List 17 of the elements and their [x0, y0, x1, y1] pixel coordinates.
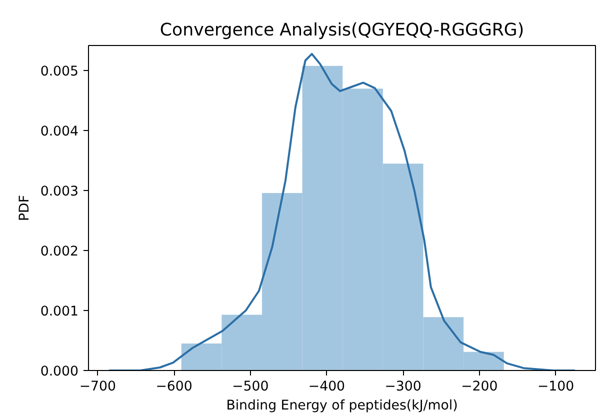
x-tick-label: −100: [537, 380, 574, 394]
y-tick-label: 0.000: [40, 364, 78, 380]
x-axis-title: Binding Energy of peptides(kJ/mol): [226, 398, 458, 414]
x-tick-label: −700: [79, 380, 116, 394]
x-tick-label: −300: [384, 380, 422, 394]
x-tick-label: −600: [156, 380, 192, 394]
x-tick-label: −400: [308, 380, 346, 394]
x-tick-label: −200: [461, 380, 498, 394]
chart-title: Convergence Analysis(QGYEQQ-RGGGRG): [160, 20, 524, 40]
y-tick-label: 0.004: [40, 124, 78, 140]
y-tick-label: 0.002: [40, 244, 78, 260]
y-tick-label: 0.003: [40, 184, 78, 200]
y-tick-label: 0.001: [40, 304, 78, 320]
x-tick-label: −500: [232, 380, 269, 394]
y-tick-label: 0.005: [40, 64, 78, 80]
line-series: [108, 52, 576, 370]
y-axis-title: PDF: [17, 195, 32, 221]
